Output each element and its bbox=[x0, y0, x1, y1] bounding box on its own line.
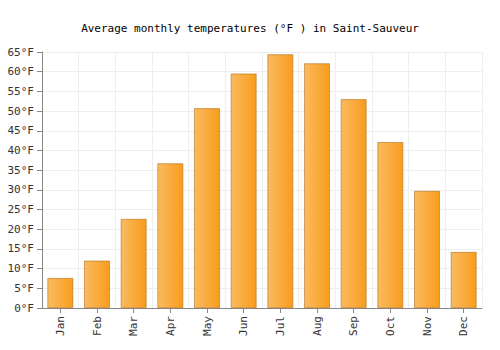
svg-text:60°F: 60°F bbox=[8, 65, 35, 78]
svg-text:May: May bbox=[201, 316, 214, 336]
svg-text:35°F: 35°F bbox=[8, 164, 35, 177]
svg-text:Apr: Apr bbox=[164, 316, 177, 336]
svg-text:Aug: Aug bbox=[311, 316, 324, 336]
svg-text:Sep: Sep bbox=[347, 316, 360, 336]
svg-text:Feb: Feb bbox=[91, 316, 104, 336]
svg-text:50°F: 50°F bbox=[8, 105, 35, 118]
svg-text:10°F: 10°F bbox=[8, 262, 35, 275]
svg-text:Nov: Nov bbox=[421, 316, 434, 336]
svg-text:5°F: 5°F bbox=[14, 282, 34, 295]
svg-text:25°F: 25°F bbox=[8, 203, 35, 216]
svg-text:40°F: 40°F bbox=[8, 144, 35, 157]
svg-text:20°F: 20°F bbox=[8, 223, 35, 236]
svg-text:Jun: Jun bbox=[237, 316, 250, 336]
svg-text:Jul: Jul bbox=[274, 316, 287, 336]
svg-text:55°F: 55°F bbox=[8, 85, 35, 98]
svg-text:Dec: Dec bbox=[457, 316, 470, 336]
svg-text:30°F: 30°F bbox=[8, 183, 35, 196]
svg-text:Oct: Oct bbox=[384, 316, 397, 336]
svg-text:Average monthly temperatures (: Average monthly temperatures (°F ) in Sa… bbox=[81, 22, 419, 35]
svg-text:65°F: 65°F bbox=[8, 46, 35, 59]
svg-text:15°F: 15°F bbox=[8, 242, 35, 255]
svg-text:Jan: Jan bbox=[54, 316, 67, 336]
svg-text:45°F: 45°F bbox=[8, 124, 35, 137]
svg-text:Mar: Mar bbox=[127, 316, 140, 336]
svg-text:0°F: 0°F bbox=[14, 302, 34, 315]
